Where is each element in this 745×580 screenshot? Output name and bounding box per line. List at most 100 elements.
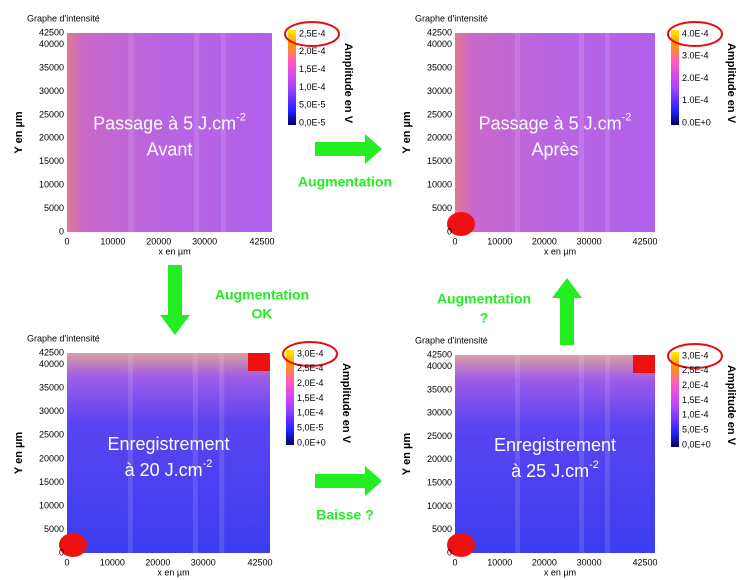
y-tick-label: 0 xyxy=(447,547,452,557)
colorbar-tick-label: 1,5E-4 xyxy=(299,64,326,74)
y-tick-label: 20000 xyxy=(427,133,452,143)
y-tick-label: 40000 xyxy=(39,39,64,49)
y-tick-label: 35000 xyxy=(427,62,452,72)
y-tick-label: 30000 xyxy=(39,406,64,416)
x-tick-label: 0 xyxy=(452,557,457,567)
superscript: -2 xyxy=(589,459,599,471)
arrow-right xyxy=(315,134,382,164)
overlay-line: Passage à 5 J.cm xyxy=(479,113,622,133)
arrow-down xyxy=(160,265,190,335)
streak xyxy=(219,353,225,553)
panel-title: Graphe d'intensité xyxy=(27,333,100,343)
y-tick-label: 35000 xyxy=(39,62,64,72)
streak xyxy=(579,33,584,232)
y-tick-label: 10000 xyxy=(39,180,64,190)
y-tick-label: 40000 xyxy=(427,39,452,49)
overlay-text: Enregistrement xyxy=(107,434,229,454)
colorbar-tick-label: 2,5E-4 xyxy=(682,365,709,375)
x-tick-label: 20000 xyxy=(145,557,170,567)
x-tick-label: 0 xyxy=(64,236,69,246)
colorbar-tick-label: 2,5E-4 xyxy=(297,363,324,373)
y-tick-label: 0 xyxy=(59,547,64,557)
y-tick-label: 25000 xyxy=(427,431,452,441)
colorbar-tick-label: 3,0E-4 xyxy=(297,348,324,358)
x-tick-label: 10000 xyxy=(487,236,512,246)
annotation: Augmentation xyxy=(298,174,392,190)
y-tick-label: 42500 xyxy=(427,349,452,359)
y-tick-label: 5000 xyxy=(432,524,452,534)
colorbar-tick-label: 1,0E-4 xyxy=(682,410,709,420)
panel: Graphe d'intensité 42500 40000 35000 30000 25… xyxy=(401,335,737,577)
overlay-line: Enregistrement xyxy=(107,434,229,454)
highlight-circle xyxy=(667,343,723,369)
x-tick-label: 10000 xyxy=(100,236,125,246)
colorbar-label: Amplitude en V xyxy=(342,43,354,124)
x-tick-label: 20000 xyxy=(532,236,557,246)
overlay-line: Passage à 5 J.cm xyxy=(93,113,236,133)
overlay-text: à 25 J.cm-2 xyxy=(511,459,599,481)
colorbar-tick-label: 0.0E+0 xyxy=(682,117,711,127)
hot-spot xyxy=(447,533,475,557)
panel: Graphe d'intensité 42500 40000 35000 30000 25… xyxy=(401,13,737,256)
hot-zone xyxy=(633,355,655,373)
colorbar xyxy=(671,352,679,447)
y-tick-label: 35000 xyxy=(427,384,452,394)
y-tick-label: 20000 xyxy=(427,454,452,464)
overlay-text: Après xyxy=(531,139,578,159)
y-tick-label: 40000 xyxy=(39,359,64,369)
annotation: Augmentation xyxy=(215,287,309,303)
streak xyxy=(194,33,200,232)
overlay-text: Enregistrement xyxy=(494,435,616,455)
overlay-line: Enregistrement xyxy=(494,435,616,455)
highlight-circle xyxy=(667,21,723,47)
streak xyxy=(128,33,134,232)
superscript: -2 xyxy=(236,111,246,123)
heatmap xyxy=(67,33,272,232)
colorbar xyxy=(286,350,294,445)
x-tick-label: 42500 xyxy=(247,557,272,567)
x-tick-label: 30000 xyxy=(191,557,216,567)
colorbar-tick-label: 2,5E-4 xyxy=(299,28,326,38)
colorbar-label: Amplitude en V xyxy=(340,363,352,444)
x-axis-label: x en µm xyxy=(158,246,190,256)
overlay-line: à 20 J.cm xyxy=(125,460,203,480)
y-tick-label: 15000 xyxy=(39,156,64,166)
x-axis-label: x en µm xyxy=(544,246,576,256)
y-tick-label: 10000 xyxy=(427,501,452,511)
y-tick-label: 5000 xyxy=(44,203,64,213)
x-tick-label: 30000 xyxy=(192,236,217,246)
colorbar-tick-label: 1,5E-4 xyxy=(297,393,324,403)
streak xyxy=(605,33,610,232)
y-tick-label: 20000 xyxy=(39,453,64,463)
overlay-line: Avant xyxy=(147,139,193,159)
colorbar-tick-label: 3,0E-4 xyxy=(682,350,709,360)
y-tick-label: 5000 xyxy=(432,203,452,213)
y-tick-label: 15000 xyxy=(427,477,452,487)
colorbar-tick-label: 5,0E-5 xyxy=(297,423,324,433)
x-tick-label: 20000 xyxy=(532,557,557,567)
y-tick-label: 10000 xyxy=(39,500,64,510)
streak xyxy=(127,353,133,553)
y-axis-label: Y en µm xyxy=(13,432,25,474)
superscript: -2 xyxy=(622,111,632,123)
streak xyxy=(515,355,520,553)
streak xyxy=(192,353,198,553)
panel-title: Graphe d'intensité xyxy=(27,13,100,23)
y-tick-label: 30000 xyxy=(427,86,452,96)
arrows xyxy=(160,134,582,496)
annotation: OK xyxy=(252,306,273,322)
y-tick-label: 10000 xyxy=(427,180,452,190)
hot-spot xyxy=(447,212,475,236)
panel-title: Graphe d'intensité xyxy=(415,13,488,23)
streak xyxy=(220,33,226,232)
x-tick-label: 10000 xyxy=(100,557,125,567)
y-tick-label: 42500 xyxy=(39,347,64,357)
colorbar-tick-label: 1.0E-4 xyxy=(682,95,709,105)
x-tick-label: 42500 xyxy=(632,236,657,246)
x-tick-label: 42500 xyxy=(632,557,657,567)
hot-spot xyxy=(59,533,87,557)
x-tick-label: 30000 xyxy=(577,557,602,567)
colorbar-tick-label: 0,0E+0 xyxy=(682,439,711,449)
y-tick-label: 42500 xyxy=(39,27,64,37)
